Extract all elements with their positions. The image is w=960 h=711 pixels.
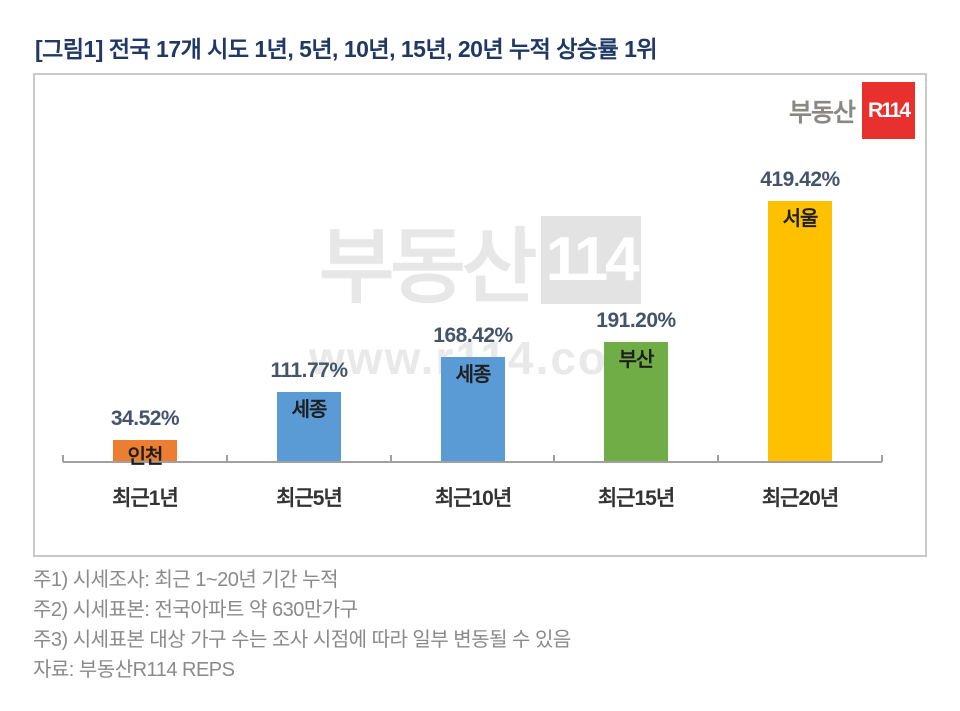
brand-logo-text: 부동산 — [788, 98, 856, 127]
footnote-2: 주2) 시세표본: 전국아파트 약 630만가구 — [33, 599, 358, 621]
figure-title: [그림1] 전국 17개 시도 1년, 5년, 10년, 15년, 20년 누적… — [35, 36, 658, 62]
footnote-1: 주1) 시세조사: 최근 1~20년 기간 누적 — [33, 569, 338, 591]
brand-logo-badge: R114 — [862, 82, 915, 139]
bar-value-label: 191.20% — [596, 309, 676, 332]
footnote-source: 자료: 부동산R114 REPS — [33, 659, 235, 681]
bar-value-label: 168.42% — [433, 324, 513, 347]
x-axis-tick — [881, 455, 883, 462]
x-axis-line — [63, 461, 882, 463]
bar-value-label: 419.42% — [760, 168, 840, 191]
x-category-label: 최근5년 — [276, 487, 343, 510]
x-category-label: 최근20년 — [761, 487, 839, 510]
bar-최근5년: 세종 — [277, 392, 341, 461]
bar-최근15년: 부산 — [604, 342, 668, 461]
bar-최근20년: 서울 — [768, 201, 832, 461]
brand-logo: 부동산 R114 — [789, 82, 915, 139]
bar-city-label: 세종 — [455, 364, 492, 386]
x-axis-tick — [62, 455, 64, 462]
chart-panel: 부동산 R114 부동산 114 www.r114.com 인천34.52%최근… — [33, 73, 927, 557]
bar-value-label: 111.77% — [270, 359, 348, 382]
x-axis-tick — [717, 455, 720, 462]
bar-city-label: 인천 — [127, 446, 164, 468]
x-axis-tick — [225, 455, 228, 462]
x-category-label: 최근1년 — [112, 487, 179, 510]
bar-chart: 인천 34.52% 최근1년 세종 111.77% 최근5년 세종 168.42% 최근10년 부… — [35, 75, 925, 555]
x-category-label: 최근15년 — [597, 487, 675, 510]
bar-value-label: 34.52% — [110, 407, 180, 430]
x-axis-tick — [389, 455, 392, 462]
footnote-3: 주3) 시세표본 대상 가구 수는 조사 시점에 따라 일부 변동될 수 있음 — [33, 629, 571, 651]
bar-최근10년: 세종 — [441, 357, 505, 461]
bar-city-label: 서울 — [782, 208, 819, 230]
x-axis-tick — [553, 455, 556, 462]
footnotes: 주1) 시세조사: 최근 1~20년 기간 누적 주2) 시세표본: 전국아파트… — [33, 565, 571, 685]
bar-city-label: 부산 — [618, 349, 655, 371]
bar-city-label: 세종 — [291, 399, 328, 421]
x-category-label: 최근10년 — [434, 487, 512, 510]
bar-최근1년: 인천 — [113, 440, 177, 468]
